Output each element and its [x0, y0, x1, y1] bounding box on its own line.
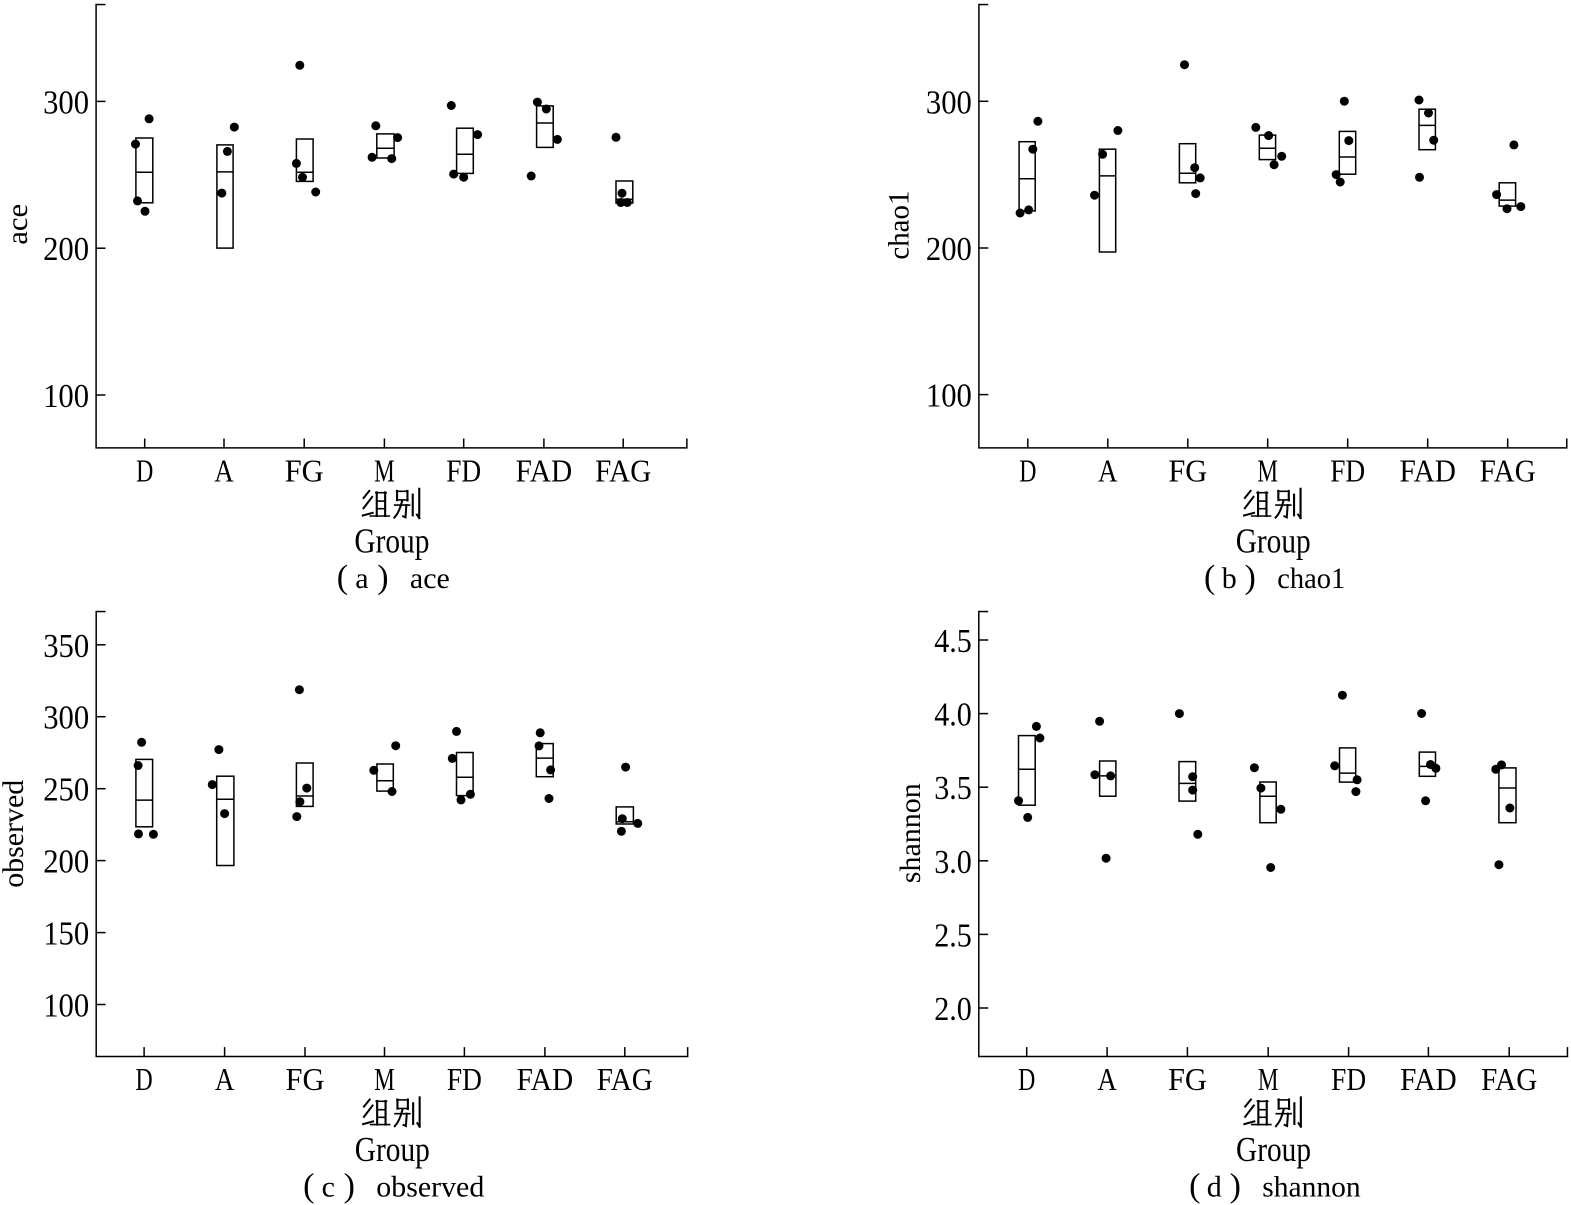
svg-text:D: D — [1018, 1062, 1035, 1097]
svg-text:D: D — [1019, 453, 1036, 488]
svg-text:250: 250 — [43, 772, 89, 809]
svg-text:Group: Group — [1236, 1130, 1311, 1169]
svg-text:100: 100 — [926, 378, 972, 415]
svg-text:350: 350 — [43, 628, 89, 665]
svg-text:FAG: FAG — [1481, 1062, 1537, 1097]
svg-text:D: D — [136, 1062, 153, 1097]
svg-text:chao1: chao1 — [1277, 562, 1345, 595]
svg-text:): ) — [344, 1168, 355, 1205]
svg-text:3.0: 3.0 — [934, 844, 972, 881]
svg-text:200: 200 — [43, 231, 89, 268]
svg-text:2.5: 2.5 — [934, 917, 972, 954]
svg-text:FG: FG — [286, 1062, 325, 1097]
svg-text:FG: FG — [1168, 453, 1207, 488]
svg-text:M: M — [374, 453, 395, 488]
svg-text:FAD: FAD — [1400, 1062, 1457, 1097]
svg-text:FAG: FAG — [1480, 453, 1536, 488]
svg-text:100: 100 — [43, 378, 89, 415]
svg-text:d: d — [1207, 1171, 1222, 1204]
svg-text:FG: FG — [285, 453, 324, 488]
svg-text:3.5: 3.5 — [934, 770, 972, 807]
svg-text:Group: Group — [1236, 521, 1311, 560]
svg-text:FAD: FAD — [517, 1062, 574, 1097]
svg-text:FAD: FAD — [516, 453, 573, 488]
svg-text:chao1: chao1 — [883, 191, 916, 260]
svg-text:Group: Group — [355, 1130, 430, 1169]
svg-text:FD: FD — [447, 1062, 482, 1097]
svg-text:FD: FD — [446, 453, 481, 488]
svg-text:300: 300 — [926, 84, 972, 121]
svg-text:(: ( — [337, 559, 348, 596]
svg-text:shannon: shannon — [1262, 1171, 1360, 1204]
svg-text:D: D — [136, 453, 153, 488]
svg-text:a: a — [355, 562, 368, 595]
svg-text:observed: observed — [0, 780, 30, 888]
svg-text:observed: observed — [376, 1171, 484, 1204]
svg-text:FG: FG — [1168, 1062, 1207, 1097]
svg-text:b: b — [1222, 562, 1237, 595]
svg-text:FAG: FAG — [597, 1062, 653, 1097]
svg-text:300: 300 — [43, 84, 89, 121]
svg-text:200: 200 — [43, 844, 89, 881]
svg-text:FAD: FAD — [1399, 453, 1456, 488]
svg-text:300: 300 — [43, 700, 89, 737]
svg-text:A: A — [215, 1062, 235, 1097]
svg-text:200: 200 — [926, 231, 972, 268]
svg-text:shannon: shannon — [894, 783, 927, 883]
svg-text:Group: Group — [354, 521, 429, 560]
svg-text:(: ( — [1189, 1168, 1200, 1205]
svg-text:A: A — [1098, 453, 1118, 488]
svg-text:FAG: FAG — [595, 453, 651, 488]
svg-text:(: ( — [303, 1168, 314, 1205]
svg-text:M: M — [374, 1062, 395, 1097]
svg-text:150: 150 — [43, 916, 89, 953]
svg-text:): ) — [377, 559, 388, 596]
svg-text:(: ( — [1204, 559, 1215, 596]
svg-text:2.0: 2.0 — [934, 991, 972, 1028]
svg-text:FD: FD — [1330, 453, 1365, 488]
svg-text:M: M — [1258, 1062, 1279, 1097]
svg-text:A: A — [214, 453, 234, 488]
svg-text:FD: FD — [1331, 1062, 1366, 1097]
svg-text:): ) — [1245, 559, 1256, 596]
svg-text:ace: ace — [1, 204, 34, 245]
svg-text:): ) — [1230, 1168, 1241, 1205]
svg-text:ace: ace — [410, 562, 450, 595]
svg-text:M: M — [1257, 453, 1278, 488]
svg-text:A: A — [1097, 1062, 1117, 1097]
svg-text:c: c — [322, 1171, 335, 1204]
svg-text:100: 100 — [43, 988, 89, 1025]
svg-text:4.0: 4.0 — [934, 697, 972, 734]
svg-text:4.5: 4.5 — [934, 623, 972, 660]
